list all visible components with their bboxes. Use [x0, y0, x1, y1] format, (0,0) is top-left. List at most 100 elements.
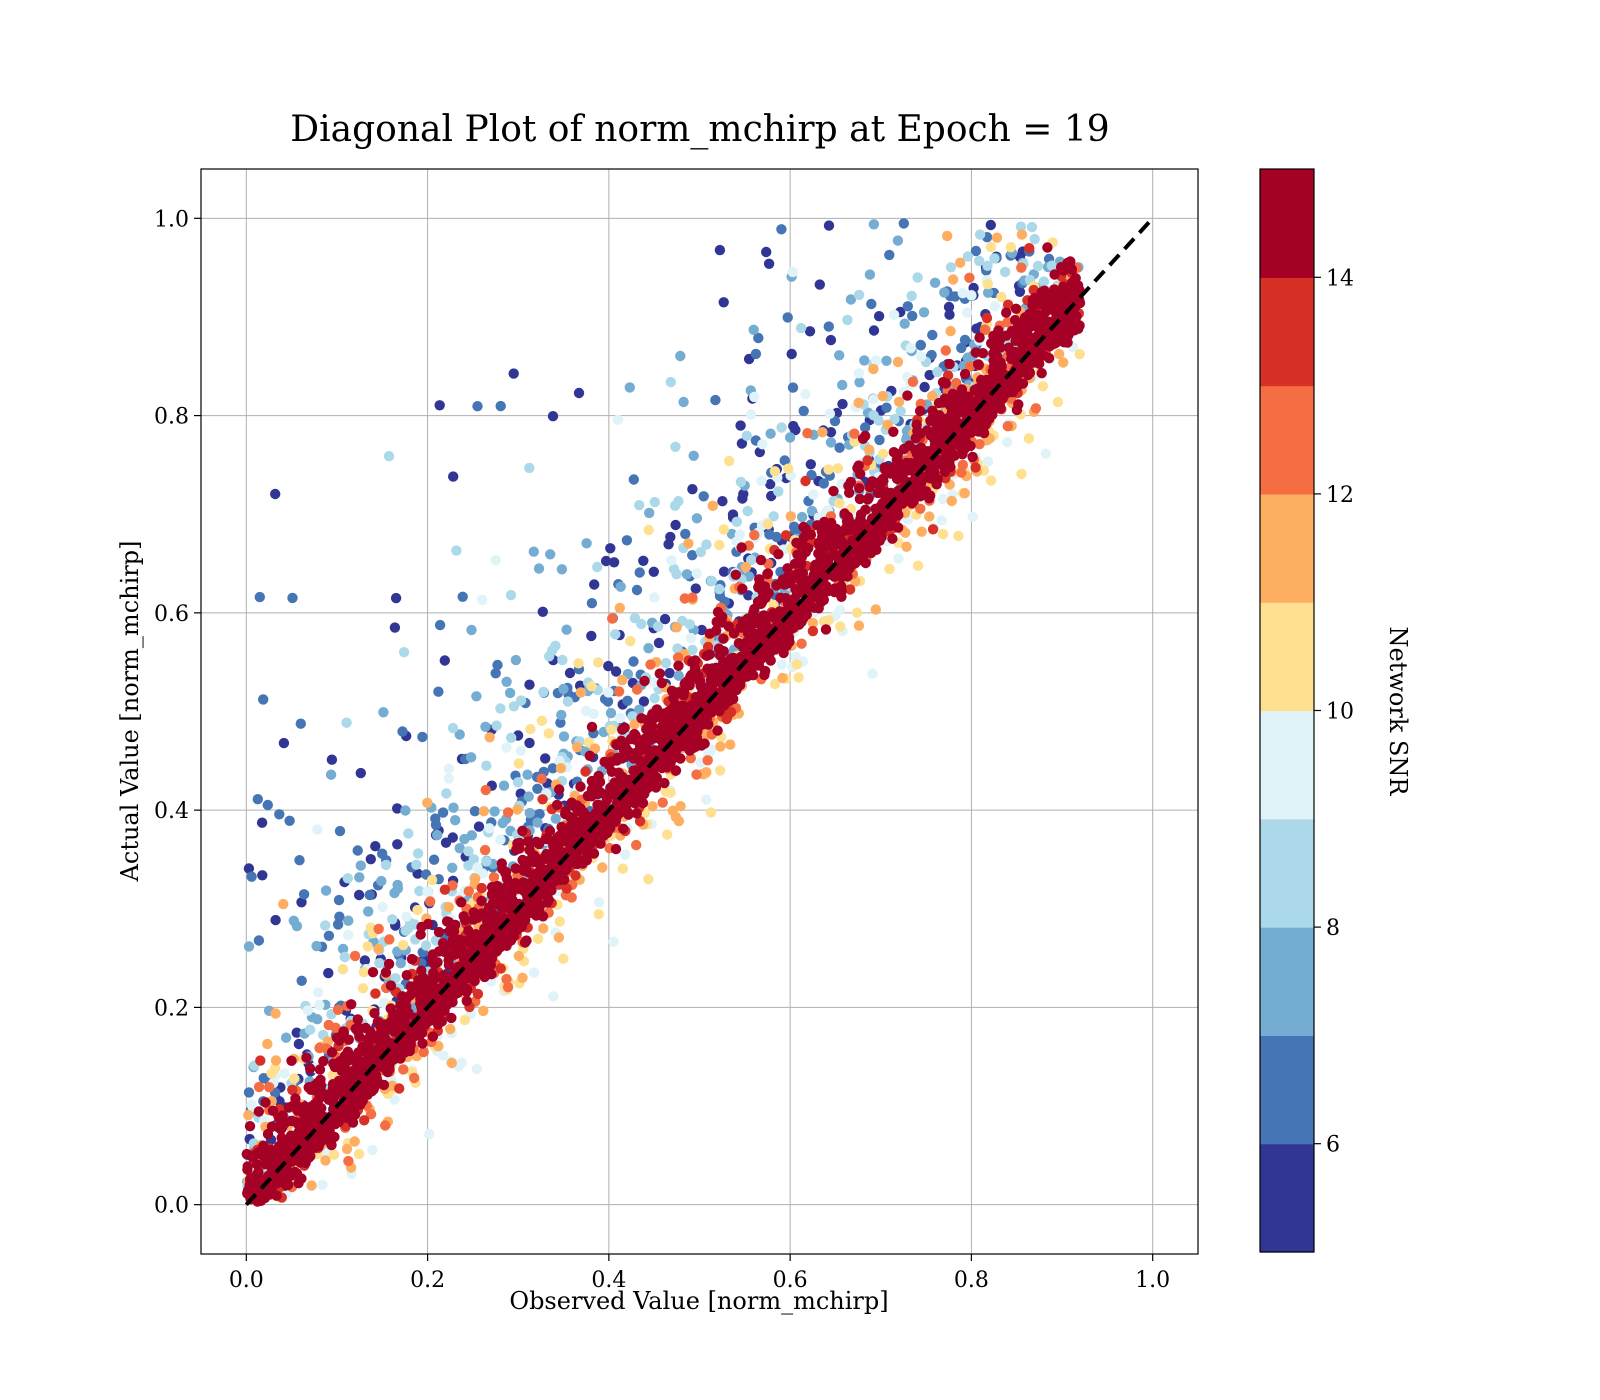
- scatter-point: [523, 791, 534, 802]
- scatter-point: [517, 972, 528, 983]
- scatter-point: [962, 251, 974, 262]
- scatter-point: [959, 334, 971, 346]
- scatter-point: [459, 833, 470, 845]
- scatter-point: [315, 1079, 326, 1090]
- scatter-point: [373, 943, 384, 955]
- scatter-point: [1052, 396, 1064, 408]
- scatter-point: [270, 1008, 281, 1019]
- scatter-point: [901, 541, 912, 552]
- scatter-point: [478, 806, 490, 817]
- scatter-point: [845, 294, 857, 305]
- scatter-point: [967, 511, 978, 522]
- scatter-point: [912, 560, 924, 571]
- scatter-point: [561, 624, 572, 635]
- scatter-point: [622, 695, 633, 706]
- scatter-point: [617, 674, 628, 686]
- scatter-point: [1023, 243, 1035, 254]
- scatter-point: [939, 287, 950, 298]
- scatter-point: [465, 752, 477, 763]
- scatter-point: [447, 722, 459, 734]
- scatter-point: [849, 436, 860, 447]
- scatter-point: [443, 763, 455, 774]
- scatter-point: [409, 1072, 420, 1084]
- scatter-point: [959, 488, 970, 499]
- scatter-point: [956, 342, 967, 354]
- scatter-point: [469, 806, 481, 817]
- scatter-point: [289, 1073, 300, 1084]
- scatter-point: [433, 946, 445, 957]
- scatter-point: [595, 838, 606, 849]
- scatter-point: [478, 1005, 489, 1017]
- scatter-point: [463, 860, 474, 871]
- scatter-point: [862, 455, 873, 466]
- scatter-point: [903, 463, 915, 474]
- scatter-point: [982, 287, 994, 298]
- scatter-point: [717, 496, 728, 507]
- scatter-point: [1057, 263, 1068, 275]
- scatter-point: [988, 348, 999, 359]
- scatter-point: [397, 726, 408, 737]
- scatter-point: [501, 742, 512, 753]
- scatter-point: [365, 1109, 377, 1120]
- scatter-point: [488, 872, 500, 883]
- scatter-point: [629, 719, 640, 730]
- scatter-point: [696, 624, 707, 636]
- scatter-point: [378, 707, 389, 718]
- scatter-point: [296, 897, 307, 908]
- scatter-point: [528, 546, 539, 557]
- scatter-point: [619, 722, 630, 733]
- scatter-point: [274, 1096, 285, 1107]
- scatter-point: [780, 593, 791, 604]
- scatter-point: [406, 953, 418, 965]
- scatter-point: [400, 805, 411, 816]
- scatter-point: [369, 1008, 380, 1019]
- scatter-point: [828, 550, 839, 561]
- scatter-point: [1016, 468, 1027, 480]
- scatter-point: [538, 923, 549, 934]
- scatter-point: [673, 670, 684, 681]
- scatter-point: [634, 704, 645, 715]
- scatter-point: [543, 894, 554, 905]
- scatter-point: [420, 940, 432, 951]
- scatter-point: [513, 758, 524, 769]
- scatter-point: [636, 713, 647, 724]
- scatter-point: [1028, 284, 1039, 296]
- scatter-point: [961, 307, 973, 318]
- scatter-point: [685, 632, 697, 644]
- scatter-point: [1029, 233, 1040, 245]
- scatter-point: [906, 497, 918, 509]
- scatter-point: [432, 829, 443, 841]
- scatter-point: [267, 1105, 279, 1117]
- scatter-point: [659, 777, 670, 789]
- scatter-point: [985, 475, 997, 486]
- scatter-point: [569, 800, 581, 811]
- scatter-point: [742, 505, 753, 517]
- scatter-point: [634, 567, 645, 578]
- scatter-point: [970, 245, 982, 257]
- scatter-point: [905, 342, 916, 354]
- scatter-point: [1053, 348, 1065, 360]
- scatter-point: [313, 987, 324, 998]
- scatter-point: [380, 967, 392, 978]
- scatter-point: [967, 451, 978, 463]
- scatter-point: [881, 355, 892, 366]
- scatter-point: [525, 723, 536, 735]
- scatter-point: [244, 1121, 256, 1132]
- scatter-point: [323, 930, 335, 941]
- scatter-point: [825, 334, 837, 346]
- scatter-point: [749, 529, 760, 541]
- scatter-point: [395, 958, 406, 969]
- scatter-point: [784, 636, 795, 648]
- scatter-point: [887, 533, 898, 544]
- scatter-point: [653, 637, 665, 649]
- scatter-point: [401, 911, 412, 922]
- scatter-point: [824, 408, 836, 419]
- scatter-point: [1015, 221, 1027, 232]
- scatter-point: [333, 894, 345, 906]
- scatter-point: [1016, 262, 1027, 273]
- scatter-point: [718, 566, 730, 577]
- scatter-point: [505, 589, 517, 601]
- scatter-point: [534, 808, 545, 820]
- scatter-point: [490, 668, 501, 679]
- scatter-point: [814, 279, 825, 290]
